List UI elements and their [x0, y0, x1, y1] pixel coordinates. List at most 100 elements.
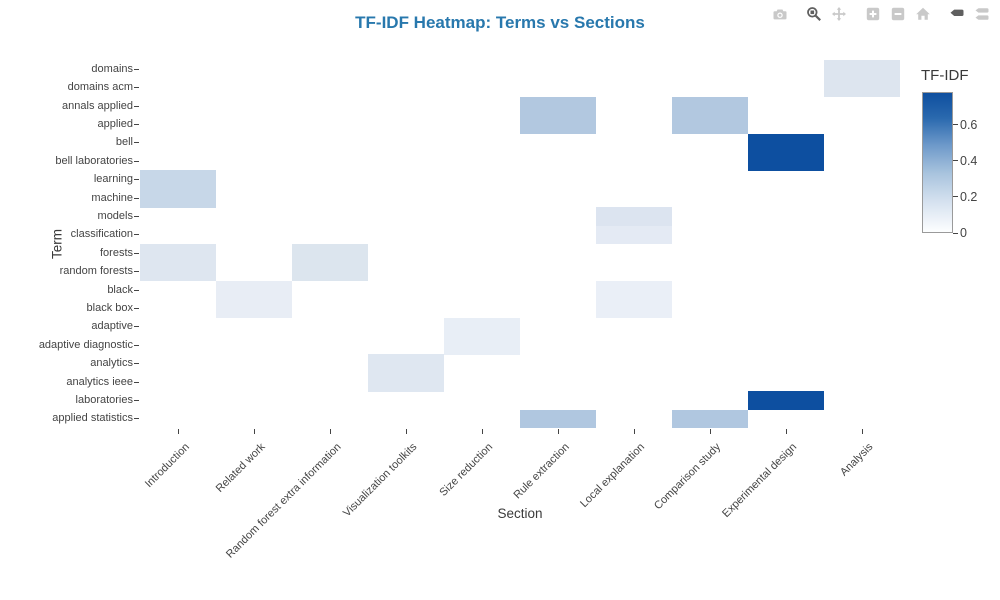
- modebar-group: [944, 3, 994, 25]
- heatmap-cell[interactable]: [140, 188, 216, 208]
- heatmap-cell[interactable]: [368, 354, 444, 374]
- y-tick-label: machine: [91, 191, 133, 204]
- heatmap-cell[interactable]: [672, 115, 748, 134]
- y-tick-mark: [134, 105, 139, 107]
- heatmap-plot-area[interactable]: [140, 60, 900, 429]
- colorbar-tick-mark: [953, 160, 958, 162]
- y-tick-mark: [134, 87, 139, 89]
- y-tick-label: domains: [91, 62, 133, 75]
- heatmap-cell[interactable]: [596, 225, 672, 245]
- heatmap-cell[interactable]: [140, 244, 216, 263]
- y-tick-label: learning: [93, 173, 133, 186]
- pan-icon[interactable]: [826, 3, 851, 25]
- y-tick-mark: [134, 363, 139, 365]
- y-tick-mark: [134, 123, 139, 125]
- x-tick-mark: [557, 429, 559, 434]
- y-tick-label: analytics: [90, 357, 133, 370]
- heatmap-cell[interactable]: [596, 207, 672, 226]
- x-axis-title: Section: [497, 506, 543, 521]
- y-tick-mark: [134, 381, 139, 383]
- heatmap-cell[interactable]: [520, 409, 596, 429]
- heatmap-cell[interactable]: [292, 262, 368, 282]
- hover-closest-icon[interactable]: [944, 3, 969, 25]
- y-tick-mark: [134, 197, 139, 199]
- heatmap-cell[interactable]: [444, 317, 520, 337]
- heatmap-cell[interactable]: [520, 96, 596, 116]
- x-tick-mark: [633, 429, 635, 434]
- y-tick-label: domains acm: [67, 81, 133, 94]
- y-tick-mark: [134, 160, 139, 162]
- x-tick-label: Introduction: [142, 441, 192, 491]
- heatmap-cell[interactable]: [748, 133, 824, 153]
- y-tick-mark: [134, 234, 139, 236]
- heatmap-cell[interactable]: [748, 152, 824, 171]
- y-tick-mark: [134, 179, 139, 181]
- x-tick-mark: [405, 429, 407, 434]
- y-tick-label: models: [97, 209, 133, 222]
- heatmap-cell[interactable]: [824, 78, 900, 98]
- heatmap-cell[interactable]: [444, 336, 520, 355]
- x-tick-mark: [785, 429, 787, 434]
- zoom-in-icon[interactable]: [860, 3, 885, 25]
- y-tick-label: adaptive diagnostic: [38, 338, 133, 351]
- colorbar-tick-label: 0.2: [960, 189, 978, 204]
- heatmap-cell[interactable]: [140, 262, 216, 282]
- camera-icon[interactable]: [767, 3, 792, 25]
- modebar-group: [860, 3, 935, 25]
- heatmap-cell[interactable]: [368, 372, 444, 392]
- heatmap-cell[interactable]: [216, 299, 292, 318]
- x-tick-label: Rule extraction: [511, 441, 572, 502]
- heatmap-cell[interactable]: [824, 60, 900, 79]
- heatmap-cell[interactable]: [672, 96, 748, 116]
- y-tick-mark: [134, 289, 139, 291]
- colorbar-title: TF-IDF: [921, 67, 969, 84]
- y-tick-label: adaptive: [91, 320, 133, 333]
- heatmap-cell[interactable]: [292, 244, 368, 263]
- y-tick-mark: [134, 68, 139, 70]
- y-tick-label: random forests: [59, 265, 133, 278]
- heatmap-cell[interactable]: [140, 170, 216, 190]
- zoom-out-icon[interactable]: [885, 3, 910, 25]
- heatmap-cell[interactable]: [748, 391, 824, 410]
- modebar: [758, 3, 994, 25]
- modebar-group: [801, 3, 851, 25]
- heatmap-cell[interactable]: [596, 299, 672, 318]
- y-tick-label: black box: [86, 301, 133, 314]
- y-tick-mark: [134, 418, 139, 420]
- y-tick-label: applied: [97, 117, 133, 130]
- modebar-group: [767, 3, 792, 25]
- y-tick-mark: [134, 326, 139, 328]
- colorbar-tick-label: 0: [960, 226, 967, 240]
- x-tick-mark: [709, 429, 711, 434]
- y-tick-label: analytics ieee: [66, 375, 133, 388]
- colorbar-tick-mark: [953, 124, 958, 126]
- y-tick-mark: [134, 215, 139, 217]
- y-tick-mark: [134, 252, 139, 254]
- y-tick-mark: [134, 271, 139, 273]
- zoom-icon[interactable]: [801, 3, 826, 25]
- heatmap-cell[interactable]: [520, 115, 596, 134]
- y-tick-mark: [134, 142, 139, 144]
- y-tick-label: annals applied: [62, 99, 133, 112]
- y-tick-label: laboratories: [75, 393, 133, 406]
- y-tick-label: black: [107, 283, 133, 296]
- colorbar-tick-mark: [953, 196, 958, 198]
- hover-compare-icon[interactable]: [969, 3, 994, 25]
- home-icon[interactable]: [910, 3, 935, 25]
- y-tick-label: forests: [99, 246, 133, 259]
- heatmap-cell[interactable]: [596, 280, 672, 300]
- x-tick-mark: [861, 429, 863, 434]
- x-tick-mark: [177, 429, 179, 434]
- heatmap-cell[interactable]: [672, 409, 748, 429]
- x-tick-label: Analysis: [838, 441, 876, 479]
- x-tick-label: Size reduction: [437, 441, 496, 499]
- x-tick-mark: [253, 429, 255, 434]
- y-tick-label: bell laboratories: [55, 154, 133, 167]
- y-tick-label: applied statistics: [52, 412, 133, 425]
- x-tick-label: Related work: [213, 441, 268, 495]
- x-tick-label: Local explanation: [578, 441, 648, 511]
- colorbar-tick-label: 0.6: [960, 117, 978, 132]
- colorbar-tick-label: 0.4: [960, 153, 978, 168]
- heatmap-cell[interactable]: [216, 280, 292, 300]
